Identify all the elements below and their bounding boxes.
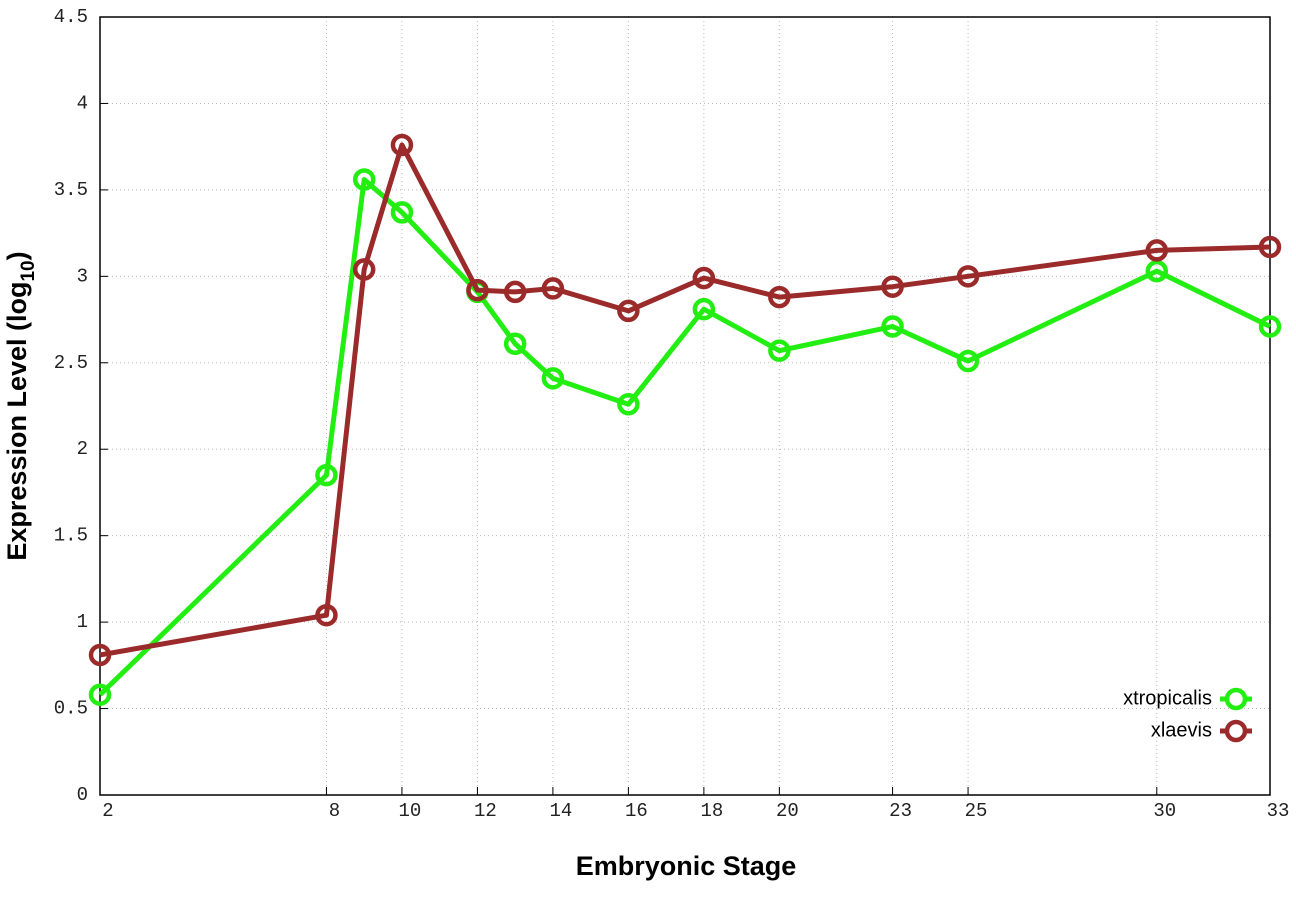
grid — [99, 16, 1271, 796]
data-point — [315, 463, 338, 487]
data-point — [503, 332, 527, 356]
data-point — [352, 258, 376, 281]
x-axis-label: Embryonic Stage — [576, 851, 797, 881]
legend-label: xtropicalis — [1123, 687, 1212, 709]
x-tick-label: 16 — [625, 800, 648, 822]
data-point — [466, 278, 489, 302]
y-tick-label: 2.5 — [54, 352, 88, 374]
y-tick-label: 3 — [77, 265, 88, 287]
y-axis-label: Expression Level (log10) — [2, 251, 39, 560]
data-point — [315, 603, 338, 627]
x-tick-label: 2 — [102, 800, 113, 822]
data-point — [881, 315, 904, 338]
legend-label: xlaevis — [1151, 719, 1212, 741]
y-label-main: Expression Level (log — [2, 282, 32, 561]
data-point — [88, 683, 112, 706]
plot-frame — [99, 16, 1271, 796]
x-tick-label: 23 — [889, 800, 912, 822]
y-tick-label: 1 — [77, 611, 88, 633]
data-point — [390, 201, 414, 224]
data-point — [1258, 235, 1282, 259]
data-point — [1145, 259, 1169, 283]
data-point — [1258, 315, 1282, 338]
series-line — [99, 142, 1271, 658]
data-point — [88, 643, 112, 667]
legend-marker — [1224, 719, 1248, 743]
y-tick-label: 4 — [77, 92, 88, 114]
data-point — [541, 367, 565, 390]
data-point — [617, 299, 640, 323]
data-point — [617, 393, 640, 416]
y-label-sub: 10 — [18, 260, 39, 281]
x-tick-label: 14 — [549, 800, 572, 822]
legend-marker — [1224, 687, 1248, 711]
data-point — [503, 280, 527, 304]
data-point — [390, 133, 414, 157]
x-tick-label: 20 — [776, 800, 799, 822]
data-point — [881, 275, 904, 298]
x-tick-label: 25 — [965, 800, 988, 822]
data-point — [768, 285, 791, 309]
x-tick-label: 8 — [329, 800, 340, 822]
data-point — [692, 297, 716, 321]
data-point — [956, 265, 980, 288]
data-point — [956, 349, 980, 373]
x-tick-label: 33 — [1267, 800, 1290, 822]
y-tick-label: 2 — [77, 438, 88, 460]
x-tick-label: 18 — [700, 800, 723, 822]
y-tick-label: 3.5 — [54, 179, 88, 201]
data-point — [352, 168, 376, 191]
y-label-end: ) — [2, 251, 32, 260]
y-tick-label: 0 — [77, 784, 88, 806]
data-point — [768, 339, 791, 362]
data-point — [1145, 239, 1169, 262]
x-tick-label: 12 — [474, 800, 497, 822]
x-tick-label: 30 — [1153, 800, 1176, 822]
x-tick-label: 10 — [399, 800, 422, 822]
y-tick-label: 1.5 — [54, 525, 88, 547]
data-point — [692, 266, 716, 290]
y-tick-label: 0.5 — [54, 698, 88, 720]
data-point — [541, 277, 565, 300]
y-tick-label: 4.5 — [54, 6, 88, 28]
